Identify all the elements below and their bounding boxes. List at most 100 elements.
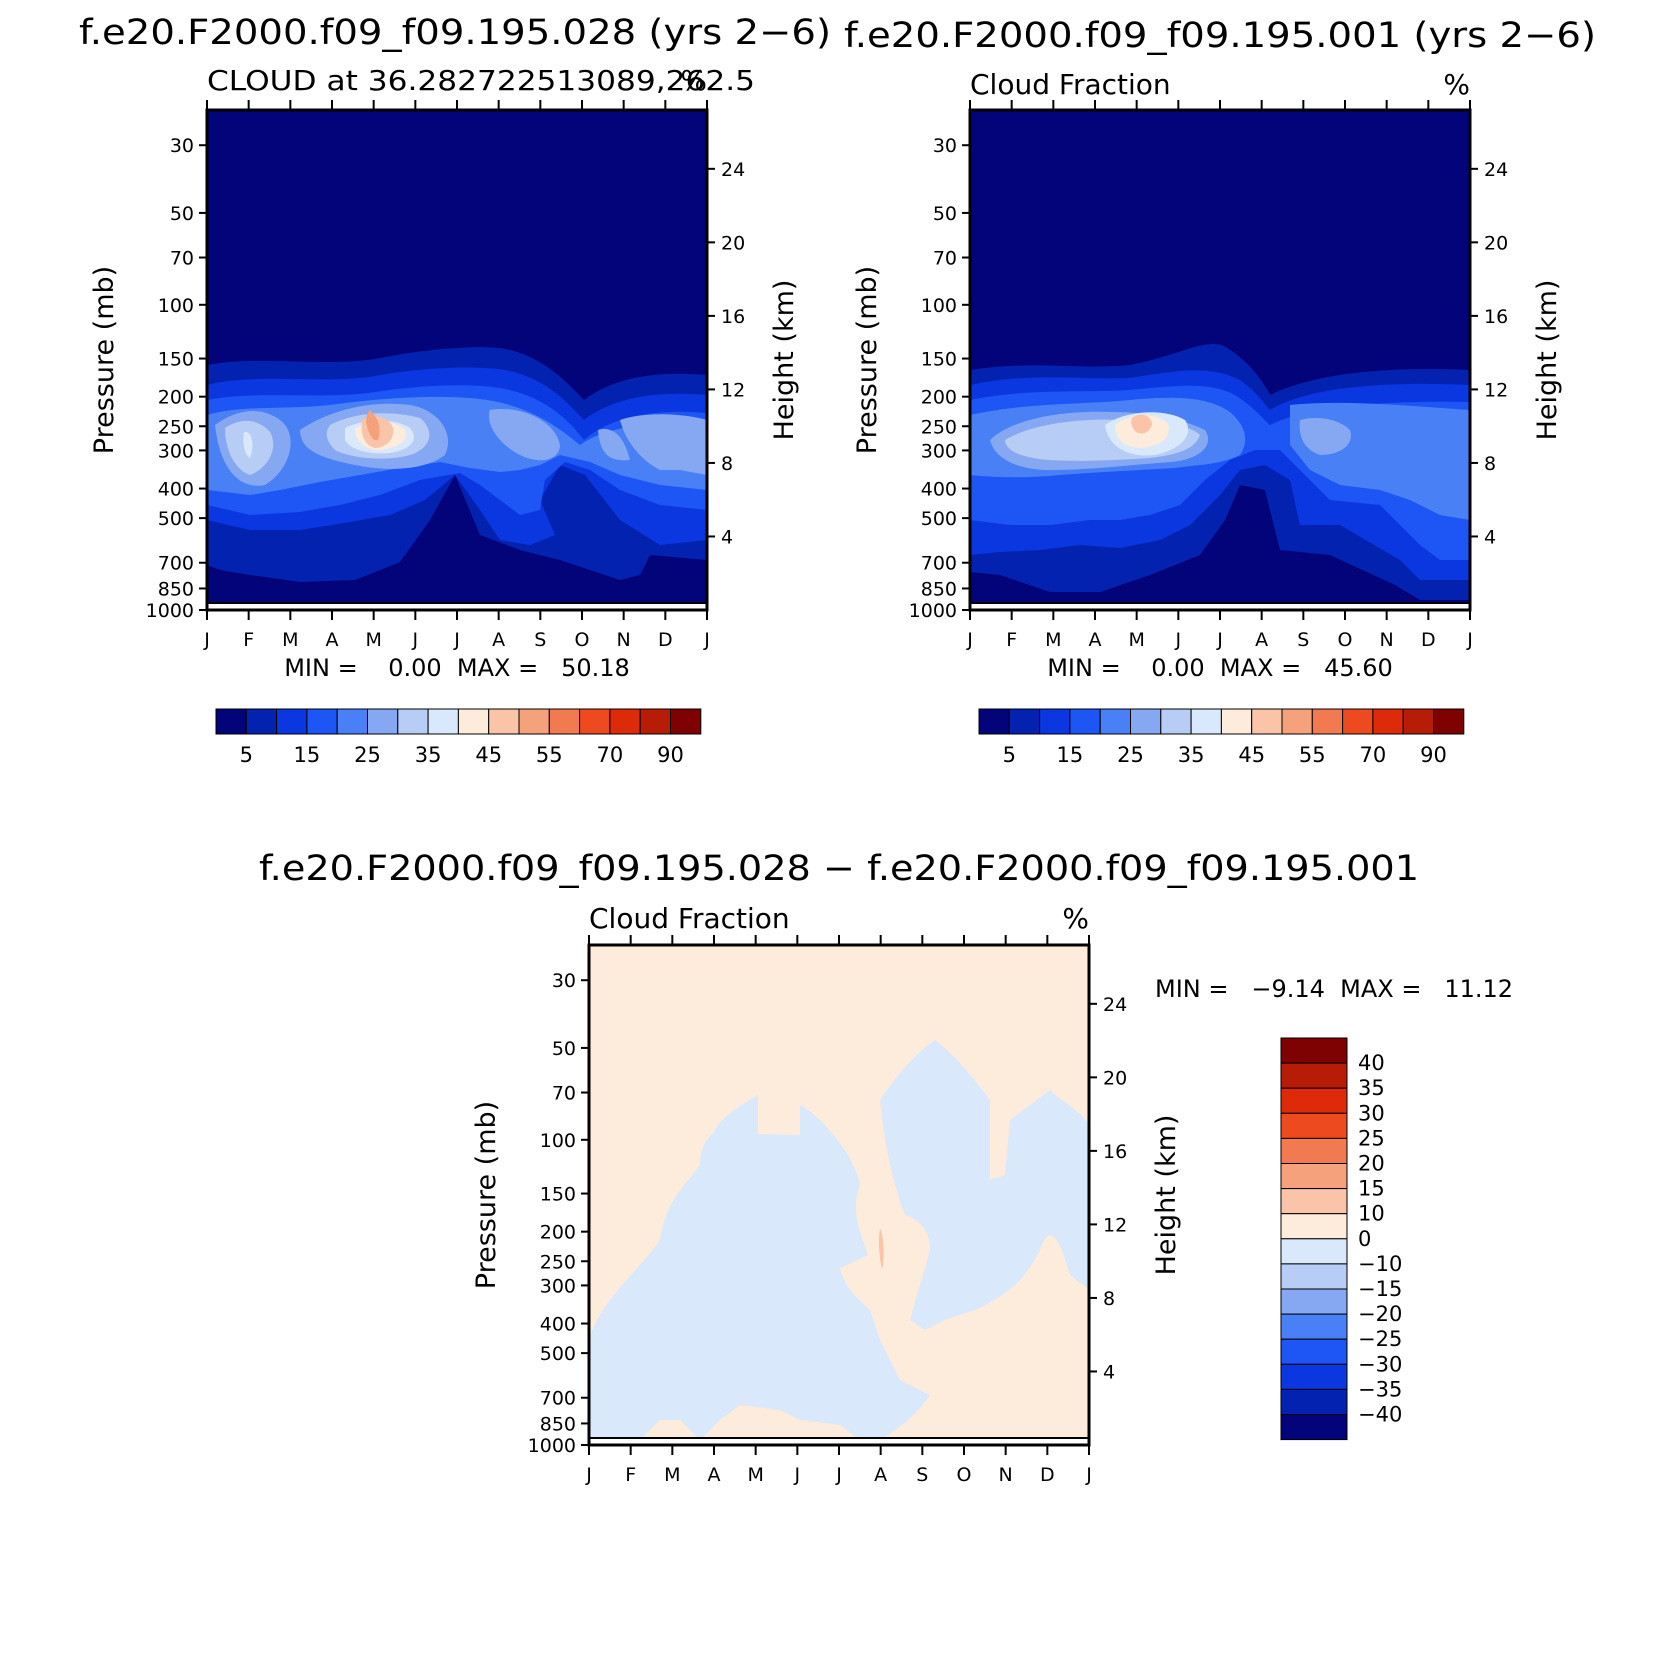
colorbar-box <box>1280 1288 1348 1315</box>
x-tick-label: A <box>708 1464 721 1486</box>
minmax-text: MIN = 0.00 MAX = 45.60 <box>1047 654 1393 682</box>
colorbar-label: −25 <box>1358 1327 1402 1351</box>
colorbar-box <box>1280 1313 1348 1340</box>
colorbar-box <box>1280 1137 1348 1165</box>
panel-top-left: f.e20.F2000.f09_f09.195.028 (yrs 2−6) CL… <box>79 13 831 767</box>
colorbar-label: 55 <box>1299 743 1326 767</box>
chart-subtitle: Cloud Fraction <box>970 68 1171 101</box>
y-tick-label: 400 <box>921 479 957 501</box>
y-tick-label: 30 <box>552 970 576 992</box>
colorbar-box <box>306 708 338 735</box>
colorbar-box <box>1280 1338 1348 1365</box>
colorbar-box <box>367 708 399 735</box>
y-axis-label-right: Height (km) <box>1532 280 1563 441</box>
colorbar-box <box>1281 708 1313 735</box>
y2-tick-label: 8 <box>1103 1288 1115 1310</box>
colorbar-label: −30 <box>1358 1352 1402 1376</box>
colorbar-label: −10 <box>1358 1252 1402 1276</box>
y2-tick-label: 24 <box>1484 159 1508 181</box>
y-tick-label: 50 <box>552 1038 576 1060</box>
y2-tick-label: 4 <box>1103 1361 1115 1383</box>
colorbar-label: 45 <box>475 743 502 767</box>
y-tick-label: 50 <box>170 203 194 225</box>
x-tick-label: S <box>916 1464 928 1486</box>
colorbar-label: 40 <box>1358 1051 1385 1075</box>
contour-level-50 <box>366 410 380 441</box>
x-tick-label: F <box>243 629 254 651</box>
chart-title: f.e20.F2000.f09_f09.195.028 (yrs 2−6) <box>79 13 831 53</box>
colorbar-box <box>1280 1238 1348 1265</box>
x-tick-label: M <box>1045 629 1061 651</box>
y-tick-label: 850 <box>921 578 957 600</box>
x-tick-label: O <box>575 629 590 651</box>
y-axis-label: Pressure (mb) <box>852 266 883 454</box>
y-tick-label: 30 <box>933 135 957 157</box>
colorbar-box <box>609 708 641 735</box>
colorbar-box <box>1099 708 1131 735</box>
colorbar-box <box>1280 1213 1348 1240</box>
colorbar-label: 55 <box>536 743 563 767</box>
contour-level-minus10-to-0 <box>589 1040 1089 1440</box>
x-tick-label: S <box>534 629 546 651</box>
y-tick-label: 300 <box>921 440 957 462</box>
colorbar-box <box>245 708 278 735</box>
colorbar-box <box>1190 708 1222 735</box>
y-axis-label-right: Height (km) <box>1151 1115 1182 1276</box>
x-tick-label: J <box>1466 629 1473 651</box>
chart-title: f.e20.F2000.f09_f09.195.028 − f.e20.F200… <box>259 849 1419 889</box>
colorbar-label: 15 <box>294 743 321 767</box>
colorbar: 5 15 25 35 45 55 70 90 <box>978 708 1465 767</box>
colorbar-label: −35 <box>1358 1377 1402 1401</box>
y-tick-label: 400 <box>158 479 194 501</box>
colorbar-box <box>1160 708 1192 735</box>
colorbar-box <box>1251 708 1283 735</box>
colorbar-label: 5 <box>240 743 253 767</box>
y-tick-label: 850 <box>540 1413 576 1435</box>
x-tick-label: J <box>453 629 460 651</box>
x-tick-label: J <box>1175 629 1182 651</box>
units-label: % <box>680 64 707 97</box>
minmax-text: MIN = −9.14 MAX = 11.12 <box>1155 975 1513 1003</box>
y-tick-label: 70 <box>170 248 194 270</box>
chart-subtitle: CLOUD at 36.282722513089,262.5 <box>207 64 755 97</box>
colorbar-box <box>1372 708 1404 735</box>
colorbar-box <box>1280 1188 1348 1215</box>
contour-field <box>589 945 1089 1445</box>
colorbar-box <box>548 708 581 735</box>
colorbar-label: 45 <box>1238 743 1265 767</box>
y-axis-label: Pressure (mb) <box>89 266 120 454</box>
colorbar-box <box>215 708 247 735</box>
colorbar-label: 70 <box>597 743 624 767</box>
colorbar-label: 90 <box>1420 743 1447 767</box>
chart-subtitle: Cloud Fraction <box>589 902 790 935</box>
chart-title: f.e20.F2000.f09_f09.195.001 (yrs 2−6) <box>844 16 1596 56</box>
colorbar-label: 10 <box>1358 1202 1385 1226</box>
units-label: % <box>1062 902 1089 935</box>
y-tick-label: 100 <box>540 1130 576 1152</box>
colorbar-box <box>1280 1087 1348 1114</box>
colorbar-box <box>1280 1363 1348 1390</box>
x-tick-label: J <box>966 629 973 651</box>
y2-tick-label: 12 <box>1103 1214 1127 1236</box>
y2-tick-label: 20 <box>1484 232 1508 254</box>
y-tick-label: 300 <box>158 440 194 462</box>
contour-field <box>207 110 707 610</box>
colorbar-box <box>1008 708 1041 735</box>
panel-bottom-difference: f.e20.F2000.f09_f09.195.028 − f.e20.F200… <box>259 849 1513 1486</box>
x-tick-label: F <box>625 1464 636 1486</box>
colorbar-label: 25 <box>354 743 381 767</box>
colorbar: 5 15 25 35 45 55 70 90 <box>215 708 702 767</box>
colorbar-label: 5 <box>1003 743 1016 767</box>
colorbar-label: −20 <box>1358 1302 1402 1326</box>
y-tick-label: 400 <box>540 1314 576 1336</box>
y-axis-label-right: Height (km) <box>769 280 800 441</box>
x-tick-label: O <box>957 1464 972 1486</box>
y-tick-label: 150 <box>921 349 957 371</box>
y2-tick-label: 12 <box>721 379 745 401</box>
y-tick-label: 850 <box>158 578 194 600</box>
contour-level-45 <box>1131 414 1152 434</box>
x-tick-label: J <box>835 1464 842 1486</box>
